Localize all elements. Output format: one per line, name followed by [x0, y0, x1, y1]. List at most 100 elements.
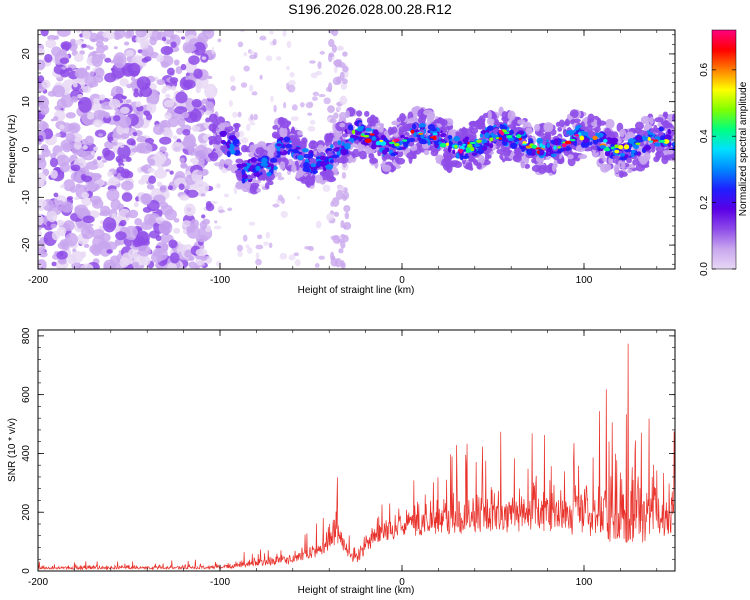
- y-tick-label: -20: [21, 237, 32, 252]
- spectrogram-cell: [310, 144, 316, 150]
- spectrogram-cell: [470, 146, 475, 152]
- spectrogram-cell: [193, 41, 206, 56]
- spectrogram-cell: [70, 96, 79, 103]
- spectrogram-cell: [201, 30, 212, 34]
- spectrogram-cell: [194, 144, 209, 161]
- spectrogram-cell: [253, 113, 258, 121]
- spectrogram-cell: [277, 176, 285, 181]
- spectrogram-cell: [41, 79, 51, 89]
- spectrogram-cell: [319, 155, 326, 161]
- spectrogram-cell: [301, 137, 308, 145]
- spectrogram-cell: [119, 219, 127, 227]
- spectrogram-cell: [394, 143, 400, 147]
- spectrogram-cell: [602, 157, 608, 162]
- spectrogram-cell: [334, 59, 341, 68]
- spectrogram-cell: [98, 133, 103, 137]
- spectrogram-cell: [545, 148, 554, 153]
- spectrogram-cell: [135, 101, 142, 108]
- spectrogram-cell: [164, 208, 177, 221]
- spectrogram-cell: [92, 109, 107, 123]
- spectrogram-cell: [327, 105, 335, 114]
- spectrogram-cell: [235, 171, 243, 178]
- spectrogram-cell: [249, 122, 256, 126]
- spectrogram-cell: [612, 155, 621, 160]
- spectrogram-cell: [41, 148, 51, 158]
- spectrogram-cell: [104, 57, 112, 63]
- spectrogram-cell: [217, 38, 222, 43]
- spectrogram-cell: [112, 141, 118, 146]
- spectrogram-cell: [50, 169, 58, 179]
- spectrogram-cell: [649, 116, 654, 125]
- spectrogram-cell: [156, 54, 164, 63]
- spectrogram-cell: [102, 30, 116, 40]
- spectrogram-cell: [264, 181, 270, 190]
- spectrogram-cell: [536, 137, 543, 144]
- spectrogram-cell: [543, 123, 554, 133]
- spectrogram-cell: [190, 219, 200, 229]
- y-tick-label: 600: [21, 386, 32, 403]
- spectrogram-cell: [40, 30, 49, 37]
- spectrogram-cell: [406, 151, 417, 160]
- spectrogram-cell: [335, 189, 344, 200]
- spectrogram-cell: [218, 209, 226, 213]
- spectrogram-cell: [159, 185, 167, 193]
- spectrogram-cell: [192, 125, 201, 132]
- spectrogram-cell: [477, 154, 485, 165]
- spectrogram-cell: [343, 204, 351, 213]
- spectrogram-cell: [223, 158, 233, 166]
- spectrogram-cell: [570, 138, 576, 142]
- spectrogram-cell: [417, 109, 424, 119]
- spectrogram-cell: [410, 145, 418, 151]
- spectrogram-cell: [173, 217, 180, 223]
- spectrogram-cell: [117, 144, 131, 159]
- spectrogram-cell: [134, 218, 143, 226]
- spectrogram-cell: [276, 171, 282, 178]
- spectrogram-cell: [76, 30, 81, 33]
- snr-panel: -200 -100 0 100 0 200 400 600 800 Height of str…: [7, 327, 676, 596]
- spectrogram-cell: [45, 39, 57, 49]
- spectrogram-cell: [237, 111, 242, 118]
- spectrogram-cell: [516, 134, 522, 139]
- spectrogram-cell: [279, 117, 288, 125]
- spectrogram-cell: [667, 128, 671, 133]
- spectrogram-cell: [375, 140, 381, 146]
- spectrogram-cell: [249, 50, 255, 55]
- spectrogram-cell: [453, 135, 461, 142]
- spectrogram-cell: [116, 166, 125, 173]
- spectrogram-cell: [606, 148, 610, 152]
- spectrogram-cell: [448, 140, 452, 144]
- spectrogram-cell: [111, 213, 117, 219]
- spectrogram-cell: [329, 118, 337, 124]
- spectrogram-cell: [163, 99, 175, 108]
- spectrogram-cell: [319, 51, 325, 55]
- spectrogram-cell: [174, 177, 188, 188]
- spectrogram-cell: [333, 66, 338, 74]
- spectrogram-cell: [599, 145, 607, 149]
- spectrogram-cell: [52, 116, 59, 122]
- spectrogram-cell: [666, 149, 674, 155]
- spectrogram-cell: [175, 66, 183, 75]
- spectrogram-cell: [411, 123, 417, 130]
- spectrogram-cell: [219, 130, 227, 137]
- spectrogram-cell: [204, 83, 218, 99]
- spectrogram-cell: [234, 131, 240, 138]
- spectrogram-cell: [340, 240, 346, 249]
- spectrogram-cell: [249, 185, 259, 195]
- spectrogram-cell: [148, 175, 157, 184]
- spectrogram-cell: [640, 115, 651, 125]
- spectrogram-cell: [241, 182, 250, 193]
- spectrogram-cell: [597, 138, 604, 143]
- spectrogram-cell: [38, 47, 45, 57]
- spectrogram-cell: [518, 137, 523, 141]
- spectrogram-cell: [256, 171, 260, 178]
- spectrogram-cell: [403, 123, 413, 130]
- spectrogram-cell: [489, 137, 494, 142]
- spectrogram-cell: [60, 41, 72, 50]
- spectrogram-cell: [179, 194, 190, 201]
- spectrogram-cell: [661, 155, 669, 165]
- spectrogram-cell: [300, 102, 305, 108]
- spectrogram-cell: [328, 52, 335, 58]
- spectrogram-cell: [103, 259, 116, 269]
- spectrogram-cell: [273, 104, 277, 113]
